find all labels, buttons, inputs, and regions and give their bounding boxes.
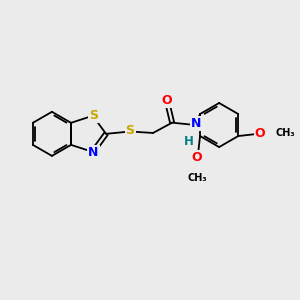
Text: CH₃: CH₃ [275,128,295,138]
Text: O: O [192,151,203,164]
Text: O: O [255,127,265,140]
Text: N: N [191,117,201,130]
Text: S: S [126,124,135,137]
Text: N: N [88,146,99,159]
Text: H: H [184,135,194,148]
Text: CH₃: CH₃ [187,173,207,183]
Text: S: S [89,109,98,122]
Text: O: O [161,94,172,106]
